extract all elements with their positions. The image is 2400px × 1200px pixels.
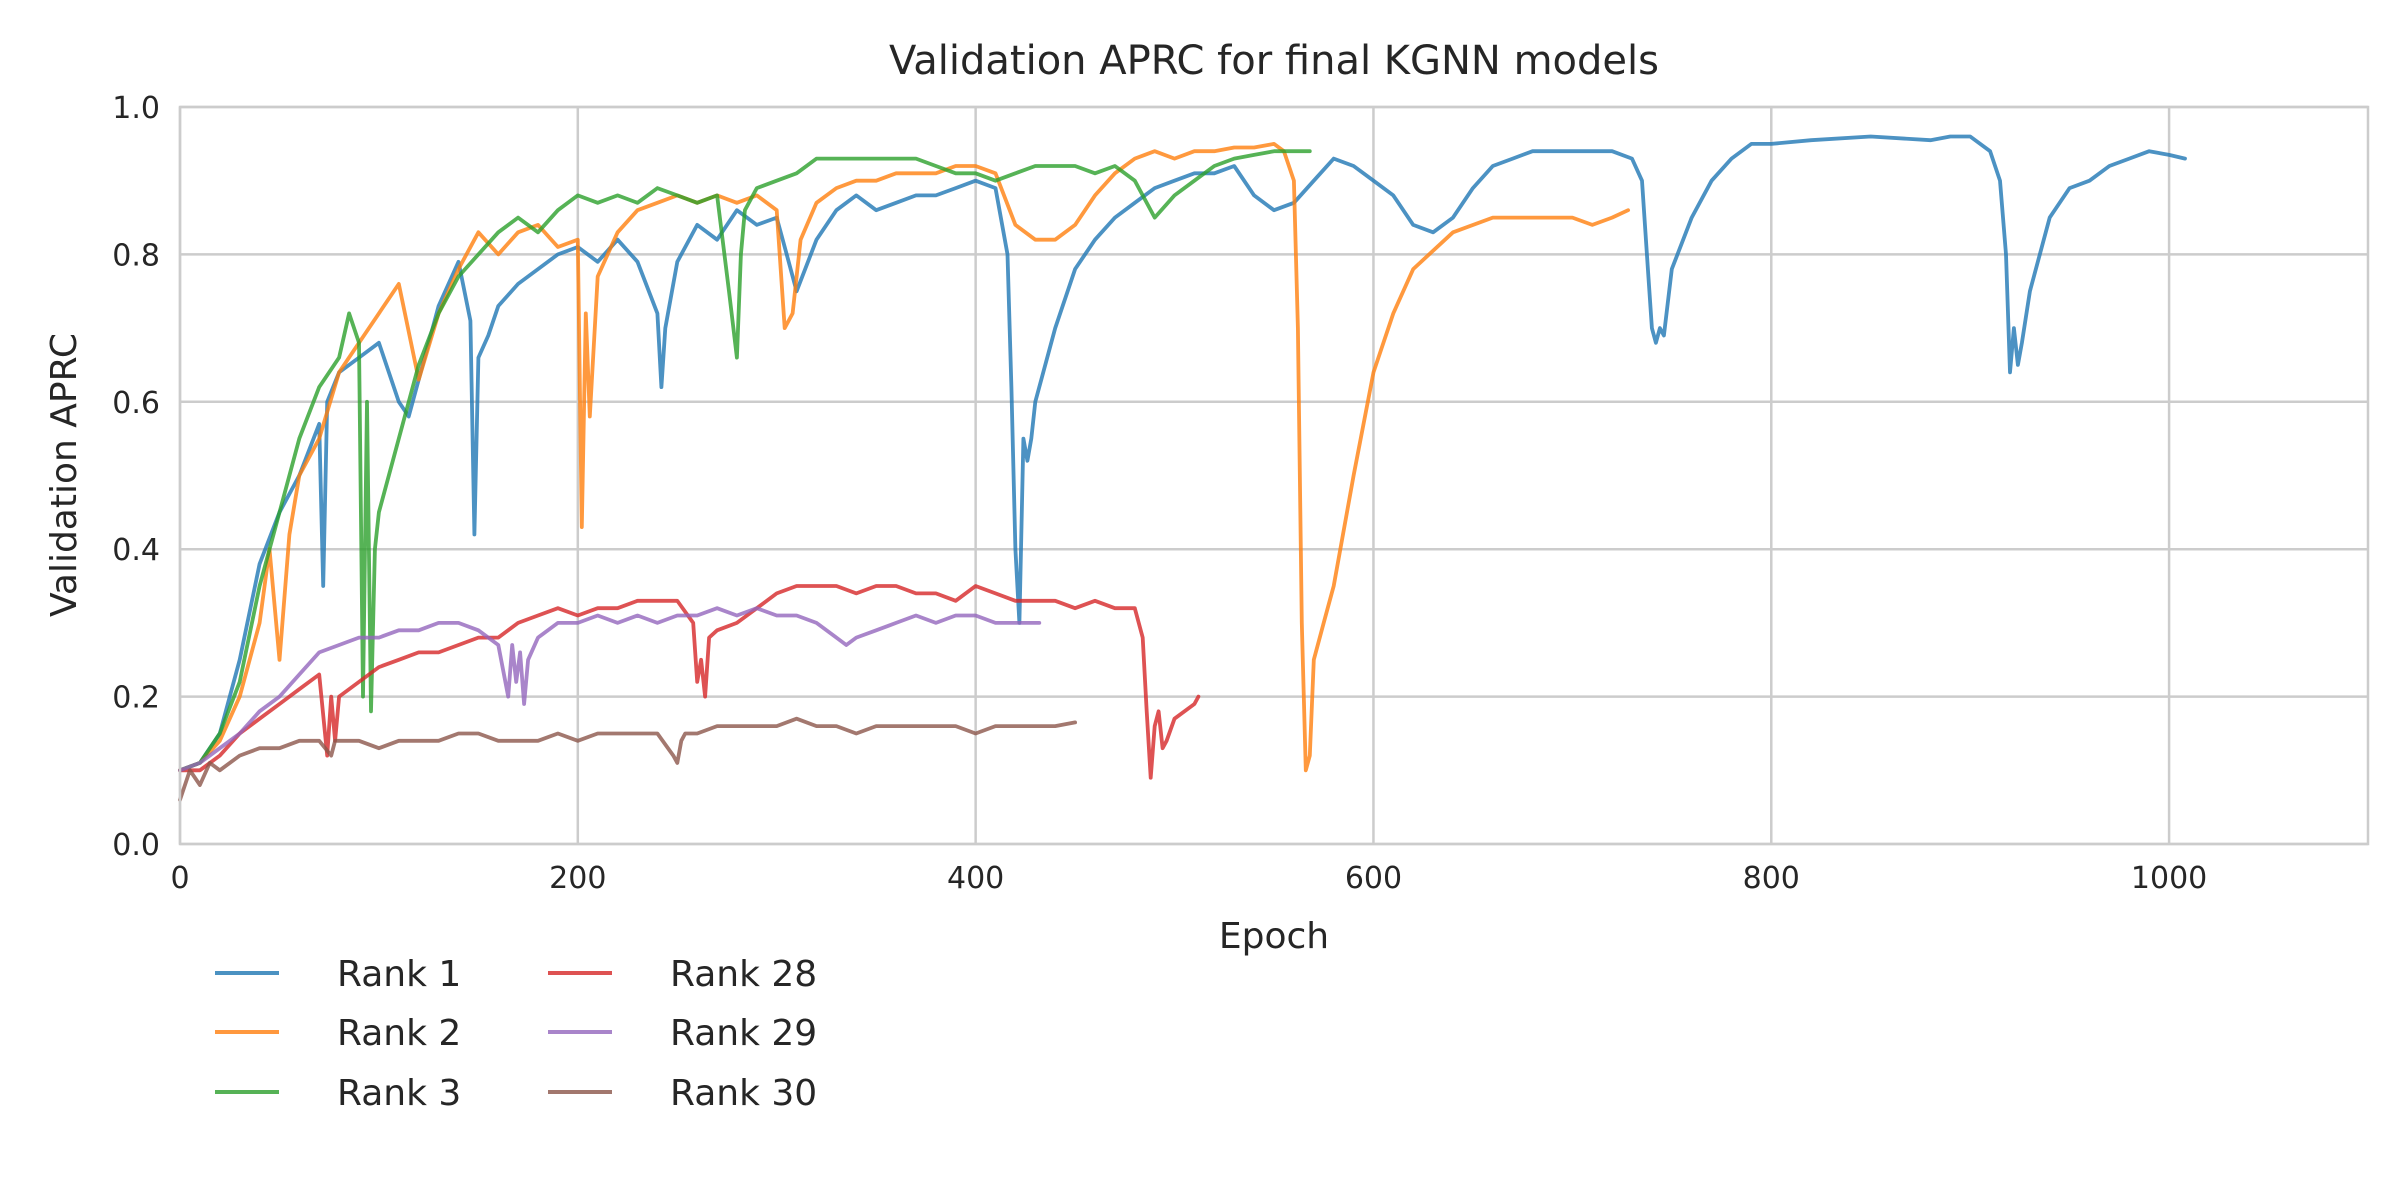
y-axis-label: Validation APRC	[44, 333, 85, 617]
series-line-rank-1	[178, 134, 2187, 773]
series-line-rank-28	[178, 584, 1201, 780]
plot-frame	[178, 105, 2370, 846]
y-tick-label: 0.0	[112, 828, 160, 863]
y-tick-labels: 0.0 0.2 0.4 0.6 0.8 1.0	[112, 91, 160, 863]
x-axis-label: Epoch	[1219, 916, 1329, 957]
series-line-rank-2	[178, 141, 1630, 773]
series-line-rank-29	[178, 606, 1042, 773]
legend-label: Rank 30	[670, 1073, 817, 1114]
legend-label: Rank 1	[337, 954, 461, 995]
y-tick-label: 1.0	[112, 91, 160, 126]
legend-label: Rank 2	[337, 1013, 461, 1054]
series-line-rank-30	[178, 716, 1077, 802]
series-lines	[178, 134, 2187, 802]
legend-label: Rank 28	[670, 954, 817, 995]
chart-title: Validation APRC for final KGNN models	[889, 38, 1659, 84]
x-tick-label: 400	[947, 861, 1004, 896]
x-tick-label: 1000	[2131, 861, 2207, 896]
y-tick-label: 0.2	[112, 681, 160, 716]
legend: Rank 1 Rank 2 Rank 3 Rank 28 Rank 29 Rank 30	[215, 954, 817, 1114]
legend-label: Rank 29	[670, 1013, 817, 1054]
y-tick-label: 0.4	[112, 533, 160, 568]
y-tick-label: 0.8	[112, 238, 160, 273]
x-tick-label: 800	[1743, 861, 1800, 896]
x-tick-label: 0	[170, 861, 189, 896]
legend-label: Rank 3	[337, 1073, 461, 1114]
y-tick-label: 0.6	[112, 386, 160, 421]
x-tick-label: 200	[549, 861, 606, 896]
x-tick-label: 600	[1345, 861, 1402, 896]
x-tick-labels: 0 200 400 600 800 1000	[170, 861, 2207, 896]
